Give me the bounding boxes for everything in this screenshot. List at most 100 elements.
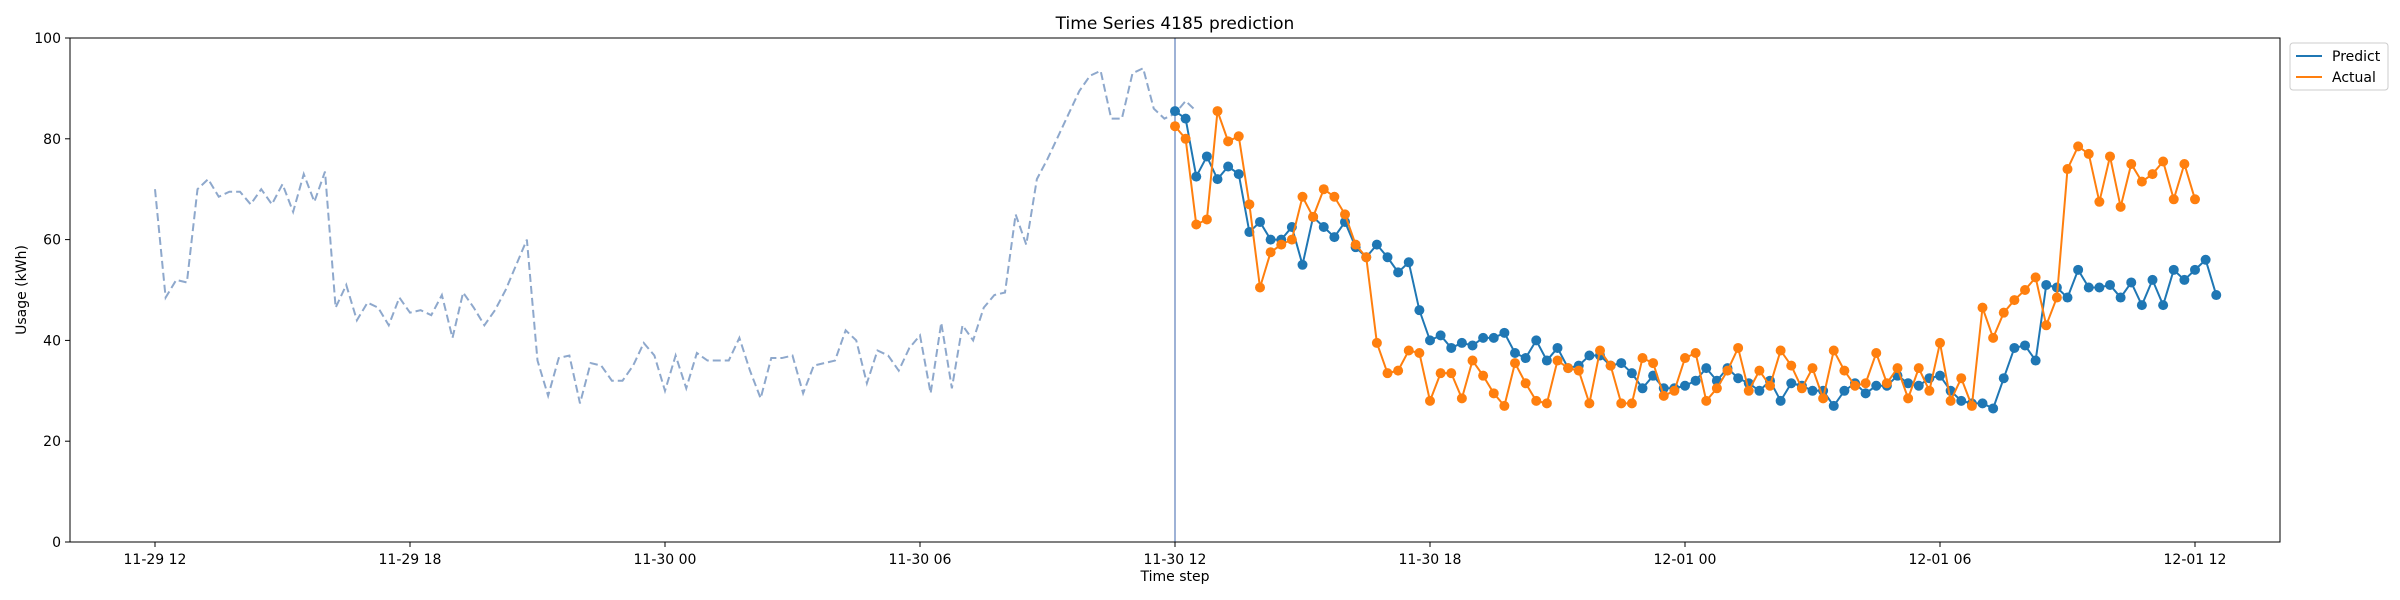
y-tick-label: 80 [43,132,61,148]
predict-point [1935,370,1945,381]
predict-point [1393,267,1404,278]
predict-point [1807,385,1818,396]
actual-point [1881,378,1892,389]
actual-point [1966,400,1977,411]
actual-point [1393,365,1404,376]
actual-point [1765,380,1775,391]
predict-point [2009,342,2020,353]
predict-point [1255,216,1265,227]
legend-box [2289,42,2389,91]
actual-point [1754,365,1765,376]
predict-point [1435,330,1446,341]
x-axis: 11-29 12 11-29 18 11-30 00 11-30 06 11-30 12… [124,542,2227,568]
actual-point [1860,378,1871,389]
x-tick-label: 11-30 18 [1399,552,1462,568]
predict-point [1541,355,1552,366]
actual-point [1850,380,1860,391]
predict-point [1903,378,1914,389]
actual-point [1977,302,1988,313]
predict-point [1233,169,1244,180]
actual-point [1637,353,1648,364]
predict-point [1913,380,1924,391]
predict-point [1584,350,1595,361]
predict-point [1520,353,1531,364]
actual-point [1839,365,1850,376]
actual-point [1308,211,1319,222]
y-tick-label: 0 [52,535,61,551]
actual-point [1775,345,1786,356]
x-tick-label: 11-30 06 [889,552,952,568]
y-axis: 0 20 40 60 80 100 [34,31,70,551]
predict-point [1977,398,1988,409]
predict-point [1733,373,1744,384]
actual-point [2105,151,2115,162]
actual-point [2126,159,2137,169]
actual-point [1233,131,1244,142]
predict-point [2126,277,2137,288]
x-tick-label: 11-29 18 [379,552,442,568]
actual-point [1361,252,1372,263]
series-actual [1170,106,2200,411]
actual-point [1552,355,1563,366]
actual-point [1786,360,1797,371]
actual-point [1180,133,1191,144]
predict-point [1170,106,1180,117]
actual-point [1350,239,1361,250]
actual-point [1690,348,1701,358]
actual-point [1871,348,1882,358]
predict-point [1446,342,1457,353]
actual-point [1414,348,1425,358]
chart-title: Time Series 4185 prediction [1055,14,1295,34]
predict-point [2030,355,2041,366]
predict-point [2094,282,2105,293]
actual-point [1191,219,1202,230]
actual-point [2020,285,2030,295]
actual-point [1658,390,1669,401]
actual-point [2051,292,2062,303]
actual-point [1669,385,1680,396]
actual-point [2147,169,2158,180]
predict-point [1414,305,1425,316]
predict-point [1488,332,1499,343]
y-axis-title: Usage (kWh) [14,245,30,335]
actual-point [1531,395,1542,406]
actual-point [1286,234,1297,245]
actual-point [1924,385,1935,396]
actual-point [1425,395,1435,406]
actual-point [1255,282,1265,293]
predict-point [2105,279,2115,290]
actual-point [1244,199,1255,210]
plot-area [154,38,2222,542]
predict-point [1998,373,2009,384]
predict-point [1531,335,1542,346]
actual-point [1435,368,1446,379]
actual-point [1456,393,1467,404]
actual-point [2041,320,2052,331]
predict-point [1403,257,1414,268]
y-tick-label: 20 [43,434,61,450]
x-tick-label: 12-01 00 [1654,552,1717,568]
predict-point [1701,363,1712,374]
actual-point [1743,385,1754,396]
predict-point [1297,259,1308,270]
predict-point [2211,290,2222,301]
predict-point [1871,380,1882,391]
actual-point [1170,121,1180,132]
x-tick-label: 12-01 12 [2164,552,2227,568]
actual-point [2179,159,2190,169]
actual-point [1913,363,1924,374]
predict-point [1191,171,1202,182]
predict-point [1754,385,1765,396]
predict-point [1786,378,1797,389]
predict-point [1318,222,1329,232]
predict-point [2190,264,2200,275]
predict-point [1467,340,1478,351]
actual-point [1956,373,1967,384]
actual-point [1499,400,1510,411]
predict-point [2136,300,2147,311]
actual-point [1616,398,1627,409]
predict-point [2073,264,2084,275]
predict-point [1212,174,1223,185]
actual-point [1711,383,1722,394]
